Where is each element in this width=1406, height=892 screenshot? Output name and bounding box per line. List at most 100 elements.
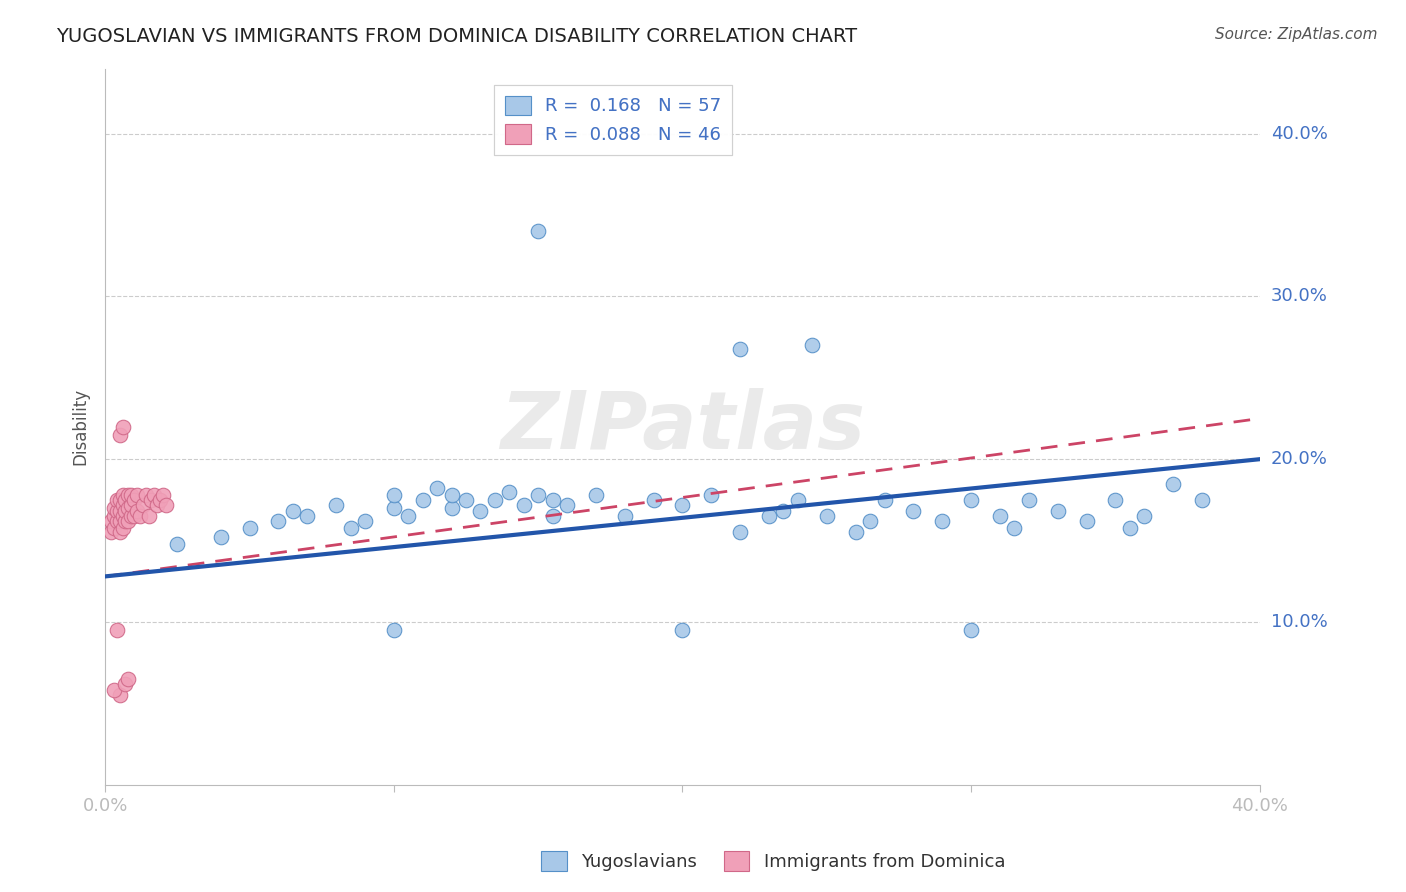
Point xyxy=(105,492,128,507)
Point xyxy=(1161,476,1184,491)
Point xyxy=(671,498,693,512)
Point xyxy=(103,520,125,534)
Legend: R =  0.168   N = 57, R =  0.088   N = 46: R = 0.168 N = 57, R = 0.088 N = 46 xyxy=(495,85,733,155)
Point xyxy=(100,525,122,540)
Point xyxy=(149,492,172,507)
Point xyxy=(700,488,723,502)
Point xyxy=(103,501,125,516)
Point xyxy=(960,623,983,637)
Point xyxy=(105,514,128,528)
Point xyxy=(117,488,139,502)
Point xyxy=(117,514,139,528)
Point xyxy=(396,509,419,524)
Point xyxy=(238,520,260,534)
Point xyxy=(143,488,166,502)
Point xyxy=(103,509,125,524)
Point xyxy=(117,672,139,686)
Point xyxy=(120,488,142,502)
Point xyxy=(903,504,925,518)
Point xyxy=(772,504,794,518)
Point xyxy=(382,501,405,516)
Point xyxy=(122,509,145,524)
Point xyxy=(114,492,136,507)
Point xyxy=(960,492,983,507)
Point xyxy=(382,488,405,502)
Point xyxy=(114,514,136,528)
Point xyxy=(1119,520,1142,534)
Point xyxy=(541,509,564,524)
Point xyxy=(382,623,405,637)
Point xyxy=(931,514,953,528)
Point xyxy=(440,501,463,516)
Point xyxy=(138,509,160,524)
Y-axis label: Disability: Disability xyxy=(72,388,89,466)
Point xyxy=(1076,514,1098,528)
Point xyxy=(108,525,131,540)
Point xyxy=(440,488,463,502)
Point xyxy=(859,514,882,528)
Point xyxy=(1133,509,1156,524)
Point xyxy=(484,492,506,507)
Point xyxy=(555,498,578,512)
Text: 20.0%: 20.0% xyxy=(1271,450,1327,468)
Point xyxy=(108,504,131,518)
Point xyxy=(108,514,131,528)
Point xyxy=(1104,492,1126,507)
Point xyxy=(988,509,1011,524)
Point xyxy=(135,488,157,502)
Point xyxy=(209,530,232,544)
Legend: Yugoslavians, Immigrants from Dominica: Yugoslavians, Immigrants from Dominica xyxy=(534,844,1012,879)
Point xyxy=(152,488,174,502)
Point xyxy=(845,525,868,540)
Point xyxy=(125,504,148,518)
Point xyxy=(426,482,449,496)
Point xyxy=(1002,520,1025,534)
Point xyxy=(527,488,550,502)
Point xyxy=(801,338,824,352)
Point xyxy=(728,525,751,540)
Point xyxy=(787,492,810,507)
Point xyxy=(105,504,128,518)
Point xyxy=(100,514,122,528)
Point xyxy=(728,342,751,356)
Point xyxy=(281,504,304,518)
Point xyxy=(111,509,134,524)
Point xyxy=(267,514,290,528)
Point xyxy=(103,683,125,698)
Point xyxy=(146,498,169,512)
Point xyxy=(354,514,377,528)
Point xyxy=(108,427,131,442)
Point xyxy=(111,488,134,502)
Point xyxy=(512,498,534,512)
Point xyxy=(108,492,131,507)
Point xyxy=(498,484,520,499)
Point xyxy=(122,492,145,507)
Point xyxy=(758,509,780,524)
Text: Source: ZipAtlas.com: Source: ZipAtlas.com xyxy=(1215,27,1378,42)
Point xyxy=(297,509,319,524)
Point xyxy=(454,492,477,507)
Point xyxy=(114,504,136,518)
Point xyxy=(873,492,896,507)
Point xyxy=(125,488,148,502)
Point xyxy=(114,677,136,691)
Point xyxy=(325,498,347,512)
Point xyxy=(613,509,636,524)
Point xyxy=(671,623,693,637)
Point xyxy=(111,419,134,434)
Point xyxy=(412,492,434,507)
Point xyxy=(128,509,150,524)
Point xyxy=(1046,504,1069,518)
Point xyxy=(815,509,838,524)
Point xyxy=(527,224,550,238)
Point xyxy=(1191,492,1213,507)
Point xyxy=(111,520,134,534)
Point xyxy=(117,501,139,516)
Point xyxy=(585,488,607,502)
Text: ZIPatlas: ZIPatlas xyxy=(501,388,865,466)
Text: YUGOSLAVIAN VS IMMIGRANTS FROM DOMINICA DISABILITY CORRELATION CHART: YUGOSLAVIAN VS IMMIGRANTS FROM DOMINICA … xyxy=(56,27,858,45)
Point xyxy=(132,498,155,512)
Text: 40.0%: 40.0% xyxy=(1271,125,1327,143)
Text: 30.0%: 30.0% xyxy=(1271,287,1327,305)
Point xyxy=(141,492,163,507)
